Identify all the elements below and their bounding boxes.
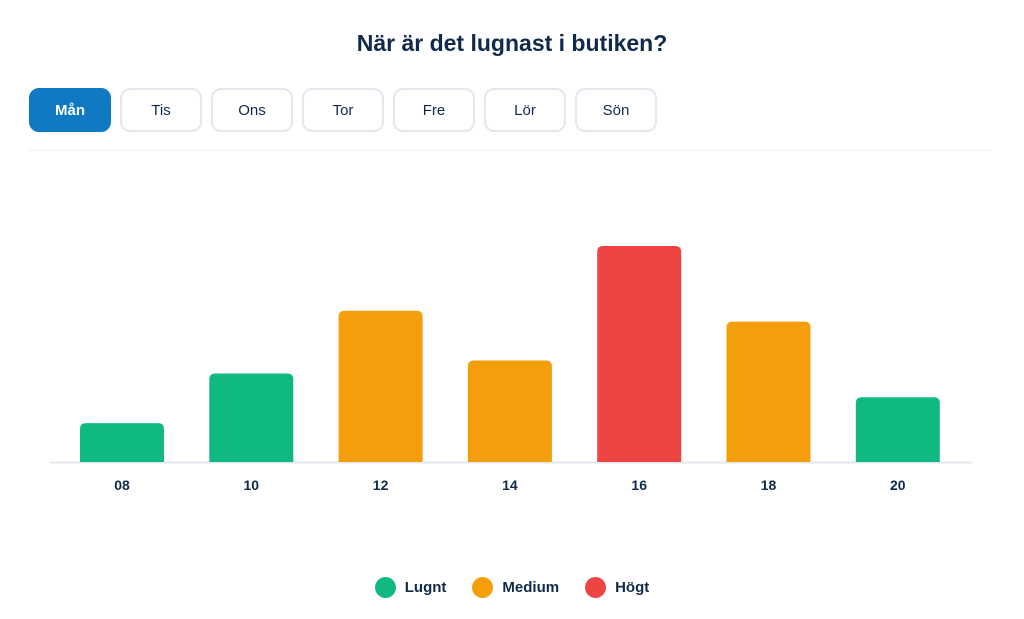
x-tick-label: 08 bbox=[114, 477, 130, 493]
legend-label: Medium bbox=[502, 579, 560, 596]
bar-20[interactable] bbox=[855, 397, 940, 462]
tab-man[interactable]: Mån bbox=[29, 88, 111, 132]
legend-item-hogt: Högt bbox=[585, 577, 649, 598]
bar-18[interactable] bbox=[726, 321, 811, 462]
legend: Lugnt Medium Högt bbox=[0, 577, 1024, 598]
bar-chart: 08 10 12 14 16 18 20 bbox=[50, 246, 972, 493]
bar-10[interactable] bbox=[209, 373, 294, 462]
legend-label: Högt bbox=[615, 579, 650, 596]
bar-14[interactable] bbox=[467, 360, 552, 462]
legend-dot-icon bbox=[374, 577, 396, 598]
tab-lor[interactable]: Lör bbox=[484, 88, 566, 132]
x-tick-label: 10 bbox=[244, 477, 260, 493]
legend-item-lugnt: Lugnt bbox=[374, 577, 447, 598]
legend-dot-icon bbox=[472, 577, 494, 598]
tab-tis[interactable]: Tis bbox=[120, 88, 202, 132]
x-tick-label: 12 bbox=[373, 477, 389, 493]
tab-tor[interactable]: Tor bbox=[302, 88, 384, 132]
bar-12[interactable] bbox=[338, 310, 423, 462]
legend-dot-icon bbox=[585, 577, 607, 598]
chart-title: När är det lugnast i butiken? bbox=[356, 30, 668, 56]
x-tick-label: 14 bbox=[502, 477, 518, 493]
tab-son[interactable]: Sön bbox=[575, 88, 657, 132]
x-tick-label: 18 bbox=[761, 477, 777, 493]
tab-ons[interactable]: Ons bbox=[211, 88, 293, 132]
x-tick-label: 20 bbox=[890, 477, 906, 493]
bar-08[interactable] bbox=[80, 423, 164, 462]
bar-16[interactable] bbox=[597, 246, 682, 462]
legend-label: Lugnt bbox=[404, 579, 447, 596]
day-tabs: Mån Tis Ons Tor Fre Lör Sön bbox=[29, 88, 657, 132]
legend-item-medium: Medium bbox=[472, 577, 559, 598]
x-tick-label: 16 bbox=[631, 477, 647, 493]
divider bbox=[29, 150, 991, 151]
tab-fre[interactable]: Fre bbox=[393, 88, 475, 132]
